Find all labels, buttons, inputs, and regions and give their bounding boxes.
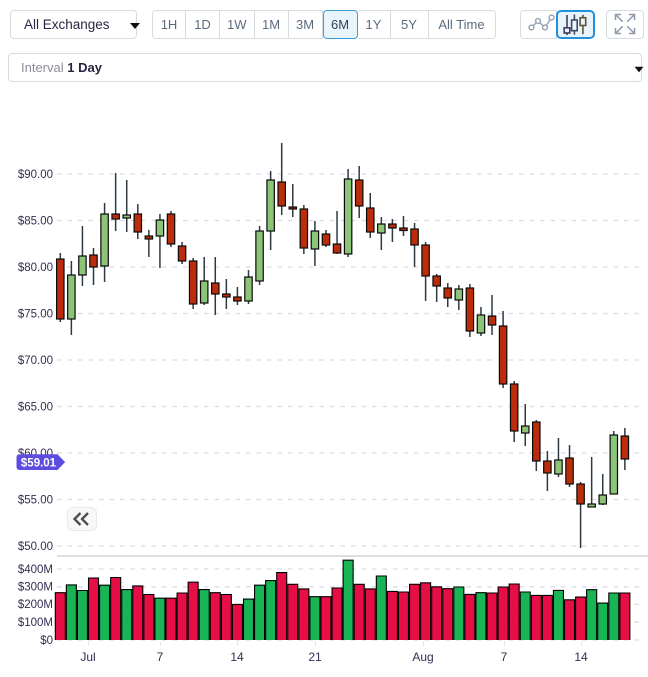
svg-text:$50.00: $50.00 bbox=[18, 541, 53, 553]
svg-text:14: 14 bbox=[230, 650, 244, 664]
svg-text:7: 7 bbox=[157, 650, 164, 664]
svg-text:$90.00: $90.00 bbox=[18, 169, 53, 181]
svg-text:21: 21 bbox=[308, 650, 322, 664]
svg-text:14: 14 bbox=[574, 650, 588, 664]
svg-text:$59.01: $59.01 bbox=[21, 458, 57, 470]
svg-text:$80.00: $80.00 bbox=[18, 262, 53, 274]
svg-text:$65.00: $65.00 bbox=[18, 401, 53, 413]
svg-text:$55.00: $55.00 bbox=[18, 494, 53, 506]
svg-text:Aug: Aug bbox=[412, 650, 433, 664]
svg-text:7: 7 bbox=[501, 650, 508, 664]
svg-text:$0: $0 bbox=[40, 635, 53, 647]
svg-text:$200M: $200M bbox=[18, 599, 53, 611]
svg-text:$70.00: $70.00 bbox=[18, 355, 53, 367]
svg-text:$400M: $400M bbox=[18, 564, 53, 576]
svg-text:$100M: $100M bbox=[18, 617, 53, 629]
svg-text:$85.00: $85.00 bbox=[18, 215, 53, 227]
svg-text:$75.00: $75.00 bbox=[18, 308, 53, 320]
svg-text:Jul: Jul bbox=[80, 650, 95, 664]
svg-text:$300M: $300M bbox=[18, 582, 53, 594]
